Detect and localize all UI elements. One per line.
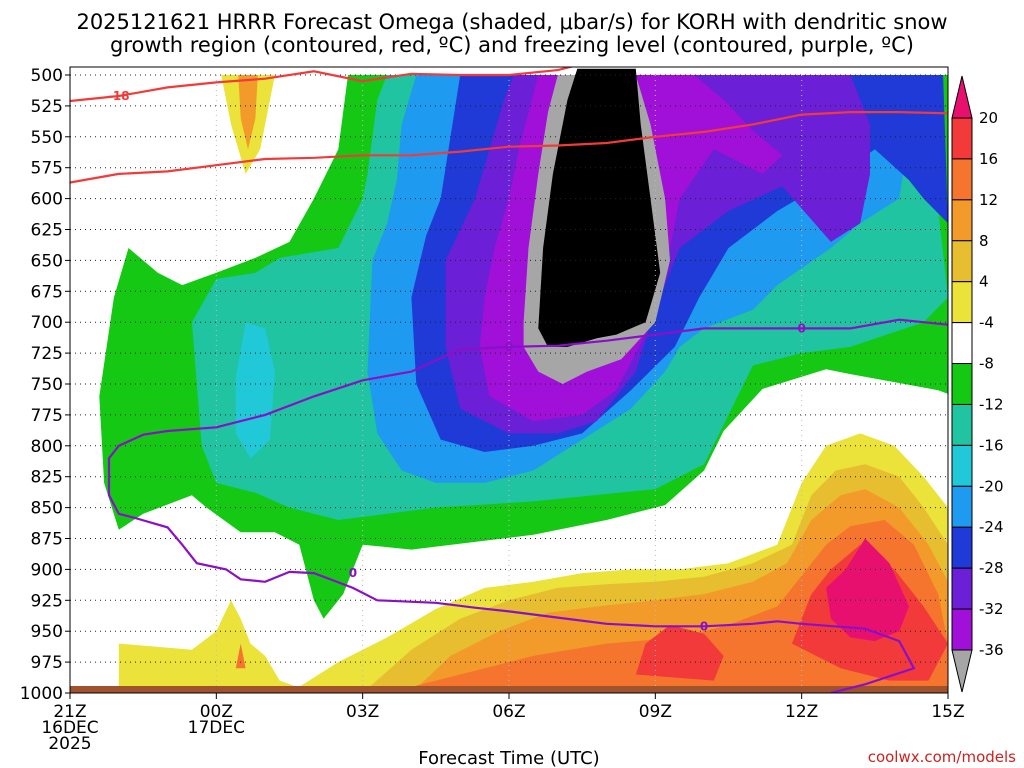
- freezing-level-label-2: 0: [349, 566, 357, 580]
- omega-region-10: [538, 68, 661, 347]
- colorbar-top-arrow: [951, 75, 973, 119]
- colorbar-label-0: 20: [979, 109, 998, 127]
- y-tick-label-16: 900: [31, 560, 63, 580]
- colorbar-label-2: 12: [979, 191, 998, 209]
- x-tick-label-0-2: 2025: [48, 734, 91, 754]
- colorbar-swatch-10: [951, 526, 973, 569]
- y-tick-label-10: 750: [31, 375, 63, 395]
- y-tick-label-1: 525: [31, 97, 63, 117]
- y-tick-label-11: 775: [31, 406, 63, 426]
- dgz-contour-label: -18: [108, 89, 130, 103]
- omega-region-19: [826, 538, 909, 642]
- colorbar-label-1: 16: [979, 150, 998, 168]
- colorbar-label-9: -20: [979, 477, 1004, 495]
- chart-title-line-1: 2025121621 HRRR Forecast Omega (shaded, …: [76, 10, 947, 34]
- y-tick-label-12: 800: [31, 437, 63, 457]
- colorbar-swatch-6: [951, 363, 973, 405]
- colorbar-label-12: -32: [979, 600, 1004, 618]
- colorbar-label-13: -36: [979, 641, 1004, 659]
- y-tick-label-9: 725: [31, 344, 63, 364]
- freezing-level-label-0: 0: [505, 340, 513, 354]
- colorbar-swatch-5: [951, 322, 973, 365]
- x-tick-label-5-0: 12Z: [785, 702, 818, 722]
- y-tick-label-18: 950: [31, 622, 63, 642]
- y-tick-label-5: 625: [31, 221, 63, 241]
- y-tick-label-3: 575: [31, 159, 63, 179]
- colorbar-label-4: 4: [979, 273, 989, 291]
- colorbar-swatch-11: [951, 567, 973, 610]
- ground-strip: [70, 686, 948, 693]
- dgz-contour-upper: [70, 67, 575, 103]
- x-axis-label: Forecast Time (UTC): [418, 748, 599, 768]
- y-tick-label-15: 875: [31, 530, 63, 550]
- omega-region-17: [635, 625, 724, 681]
- colorbar-label-10: -24: [979, 518, 1004, 536]
- colorbar-swatch-9: [951, 485, 973, 528]
- dgz-contour-lower: [70, 110, 948, 184]
- y-tick-label-4: 600: [31, 190, 63, 210]
- x-tick-label-6-0: 15Z: [931, 702, 964, 722]
- colorbar-label-3: 8: [979, 232, 989, 250]
- y-tick-label-19: 975: [31, 653, 63, 673]
- omega-region-12: [235, 643, 246, 669]
- colorbar-swatch-7: [951, 403, 973, 446]
- y-tick-label-6: 650: [31, 251, 63, 271]
- x-tick-label-0-1: 16DEC: [41, 718, 98, 738]
- colorbar-swatch-4: [951, 281, 973, 324]
- x-tick-label-1-0: 00Z: [200, 702, 233, 722]
- colorbar: 20 16 12 8 4 -4 -8 -12 -16 -20 -24 -28 -32 -36: [951, 75, 1004, 693]
- plot-area: -18 0 0 0 0: [70, 67, 948, 693]
- colorbar-label-11: -28: [979, 559, 1004, 577]
- x-tick-label-1-1: 17DEC: [188, 718, 245, 738]
- x-tick-label-3-0: 06Z: [492, 702, 525, 722]
- colorbar-swatch-3: [951, 240, 973, 283]
- x-tick-label-0-0: 21Z: [53, 702, 86, 722]
- y-tick-label-20: 1000: [20, 684, 63, 704]
- y-tick-label-8: 700: [31, 313, 63, 333]
- colorbar-swatch-8: [951, 444, 973, 487]
- colorbar-bottom-arrow: [951, 649, 973, 693]
- y-tick-label-17: 925: [31, 591, 63, 611]
- chart-title-line-2: growth region (contoured, red, ºC) and f…: [110, 33, 914, 57]
- omega-region-4: [235, 322, 275, 459]
- y-tick-label-7: 675: [31, 282, 63, 302]
- x-tick-label-2-0: 03Z: [346, 702, 379, 722]
- colorbar-swatch-0: [951, 117, 973, 160]
- colorbar-label-8: -16: [979, 436, 1004, 454]
- colorbar-label-7: -12: [979, 395, 1004, 413]
- colorbar-swatch-1: [951, 158, 973, 201]
- freezing-level-label-3: 0: [700, 619, 708, 633]
- freezing-level-contour: [107, 318, 948, 693]
- colorbar-swatch-2: [951, 199, 973, 242]
- omega-region-1: [238, 75, 258, 150]
- colorbar-label-5: -4: [979, 314, 994, 332]
- credit-text: coolwx.com/models: [868, 748, 1016, 766]
- colorbar-label-6: -8: [979, 355, 994, 373]
- y-tick-label-13: 825: [31, 468, 63, 488]
- y-tick-label-14: 850: [31, 499, 63, 519]
- x-tick-label-4-0: 09Z: [639, 702, 672, 722]
- y-tick-label-0: 500: [31, 66, 63, 86]
- freezing-level-label-1: 0: [797, 321, 805, 335]
- colorbar-swatch-12: [951, 608, 973, 651]
- y-tick-label-2: 550: [31, 128, 63, 148]
- omega-region-11: [118, 600, 314, 693]
